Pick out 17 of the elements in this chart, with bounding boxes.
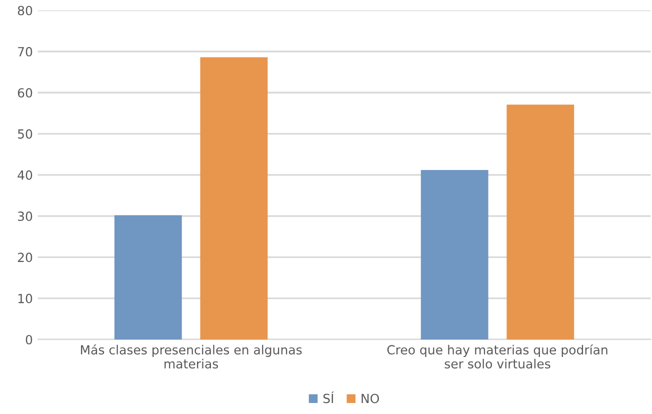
bar (420, 170, 488, 340)
bar (200, 57, 268, 340)
y-tick-label: 20 (18, 252, 32, 262)
y-tick-label: 0 (26, 334, 32, 344)
y-tick-label: 50 (18, 129, 32, 139)
y-tick-label: 80 (18, 6, 32, 16)
bar (506, 104, 574, 340)
y-tick-label: 10 (18, 294, 32, 304)
y-tick-label: 40 (18, 170, 32, 180)
y-tick-label: 70 (18, 46, 32, 56)
y-tick-label: 30 (18, 212, 32, 221)
legend-label: NO (362, 394, 379, 404)
x-tick-label: Más clases presenciales en algunas materias (80, 344, 302, 369)
y-tick-label: 60 (18, 88, 32, 98)
bar (114, 215, 182, 340)
x-tick-label: Creo que hay materias que podrían ser solo virtuales (387, 344, 608, 369)
legend-label: SÍ (323, 391, 334, 404)
